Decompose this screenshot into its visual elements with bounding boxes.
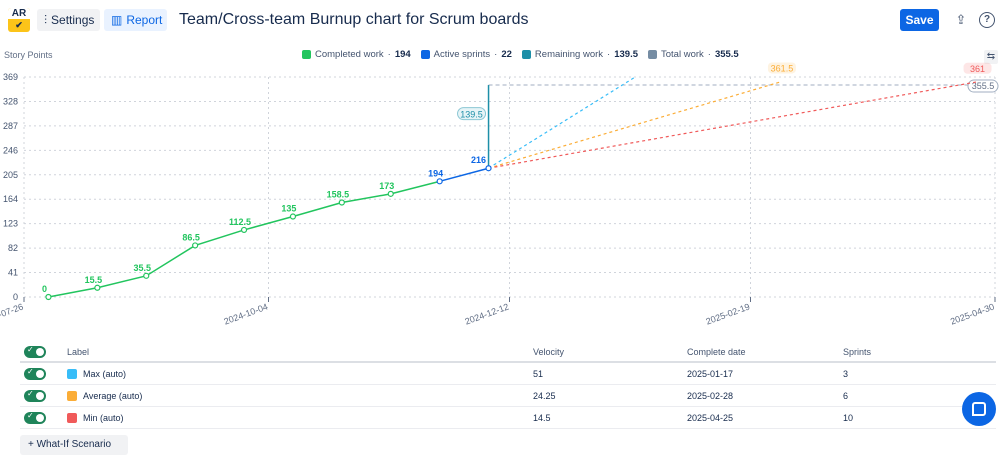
data-label: 173 — [379, 181, 394, 191]
x-tick-label: 2025-04-30 — [949, 301, 996, 326]
legend-swatch — [420, 50, 430, 59]
chart-settings-icon[interactable]: ⇆ — [984, 50, 998, 64]
legend-value: 355.5 — [714, 49, 739, 60]
data-point — [289, 213, 297, 220]
data-point — [338, 199, 345, 206]
legend-item[interactable]: Active sprints · 22 — [420, 49, 512, 60]
data-point — [387, 190, 394, 197]
legend-dot: · — [494, 49, 498, 60]
projection-line — [488, 77, 636, 169]
toggle-all[interactable] — [24, 345, 46, 358]
data-label: 194 — [428, 168, 443, 178]
y-tick-label: 328 — [3, 96, 18, 106]
completed-work-line — [48, 180, 440, 298]
legend-swatch — [302, 50, 311, 59]
x-tick-label: 2024-12-12 — [463, 301, 510, 326]
active-sprint-line — [439, 167, 489, 183]
help-icon[interactable]: ? — [976, 9, 998, 31]
data-label: 0 — [42, 284, 47, 294]
data-label: 86.5 — [182, 232, 200, 242]
chart-legend: Completed work · 194 Active sprints · 22 Remai… — [302, 49, 739, 60]
app-logo: AR ✔ — [8, 8, 30, 32]
share-icon[interactable]: ⇪ — [955, 12, 967, 27]
chat-button[interactable] — [962, 392, 996, 426]
legend-value: 139.5 — [614, 49, 638, 60]
legend-dot: · — [387, 49, 391, 60]
data-label: 135 — [281, 204, 296, 214]
legend-item[interactable]: Completed work · 194 — [302, 49, 411, 60]
y-tick-label: 246 — [3, 145, 18, 155]
y-tick-label: 205 — [3, 170, 18, 180]
data-label: 35.5 — [133, 263, 151, 273]
total-work-label: 355.5 — [972, 81, 995, 91]
color-swatch — [67, 368, 77, 379]
total-work-badge — [967, 79, 999, 93]
save-button[interactable]: Save — [900, 9, 939, 31]
x-tick-label: 2024-10-04 — [222, 301, 269, 326]
report-button[interactable]: ▥ Report — [104, 9, 167, 31]
burnup-chart: 0 41 82 123 164 205 246 287 328 369 2024-07-26 2024… — [0, 62, 999, 327]
settings-button[interactable]: ⫶ Settings — [37, 9, 100, 31]
legend-swatch — [521, 50, 531, 59]
y-tick-label: 369 — [3, 72, 18, 82]
remaining-label: 139.5 — [460, 110, 483, 120]
projection-badge — [963, 62, 992, 74]
chat-icon — [972, 402, 986, 416]
data-point — [240, 226, 248, 234]
what-if-scenario-button[interactable]: + What-If Scenario — [20, 435, 128, 455]
data-point — [436, 178, 443, 185]
data-point — [485, 165, 492, 172]
data-label: 216 — [471, 155, 486, 165]
legend-item[interactable]: Total work · 355.5 — [648, 49, 739, 60]
projection-badge — [767, 62, 796, 74]
data-label: 158.5 — [327, 190, 350, 200]
projection-line — [488, 81, 978, 169]
data-point — [143, 272, 150, 279]
x-tick-label: 2025-02-19 — [704, 301, 751, 326]
row-toggle[interactable] — [24, 411, 46, 424]
remaining-badge — [457, 107, 487, 121]
y-tick-label: 164 — [3, 194, 18, 204]
y-tick-label: 0 — [13, 292, 18, 302]
data-point — [45, 293, 52, 301]
bar-chart-icon: ▥ — [111, 13, 123, 27]
scenario-table: Label Velocity Complete date Sprints Max… — [20, 342, 996, 429]
projection-label: 361 — [970, 64, 985, 74]
y-tick-label: 287 — [3, 121, 18, 131]
x-tick-label: 2024-07-26 — [0, 301, 25, 326]
color-swatch — [67, 412, 77, 423]
projection-line — [488, 80, 783, 169]
row-toggle[interactable] — [24, 367, 46, 380]
data-label: 15.5 — [85, 275, 103, 285]
legend-value: 22 — [501, 49, 512, 60]
legend-dot: · — [707, 49, 711, 60]
data-point — [192, 242, 199, 249]
legend-item[interactable]: Remaining work · 139.5 — [521, 49, 638, 60]
y-tick-label: 82 — [8, 243, 18, 253]
data-label: 112.5 — [229, 217, 251, 227]
data-point — [94, 284, 101, 291]
legend-dot: · — [607, 49, 611, 60]
row-toggle[interactable] — [24, 389, 46, 402]
color-swatch — [67, 390, 77, 401]
y-tick-label: 123 — [3, 219, 18, 229]
y-tick-label: 41 — [8, 268, 18, 278]
table-header: Label Velocity Complete date Sprints — [20, 342, 996, 363]
sliders-icon: ⫶ — [44, 12, 48, 27]
projection-label: 361.5 — [771, 63, 794, 73]
legend-swatch — [648, 50, 657, 59]
page-title: Team/Cross-team Burnup chart for Scrum b… — [179, 11, 529, 28]
legend-value: 194 — [394, 49, 411, 60]
y-axis-label: Story Points — [4, 50, 53, 60]
